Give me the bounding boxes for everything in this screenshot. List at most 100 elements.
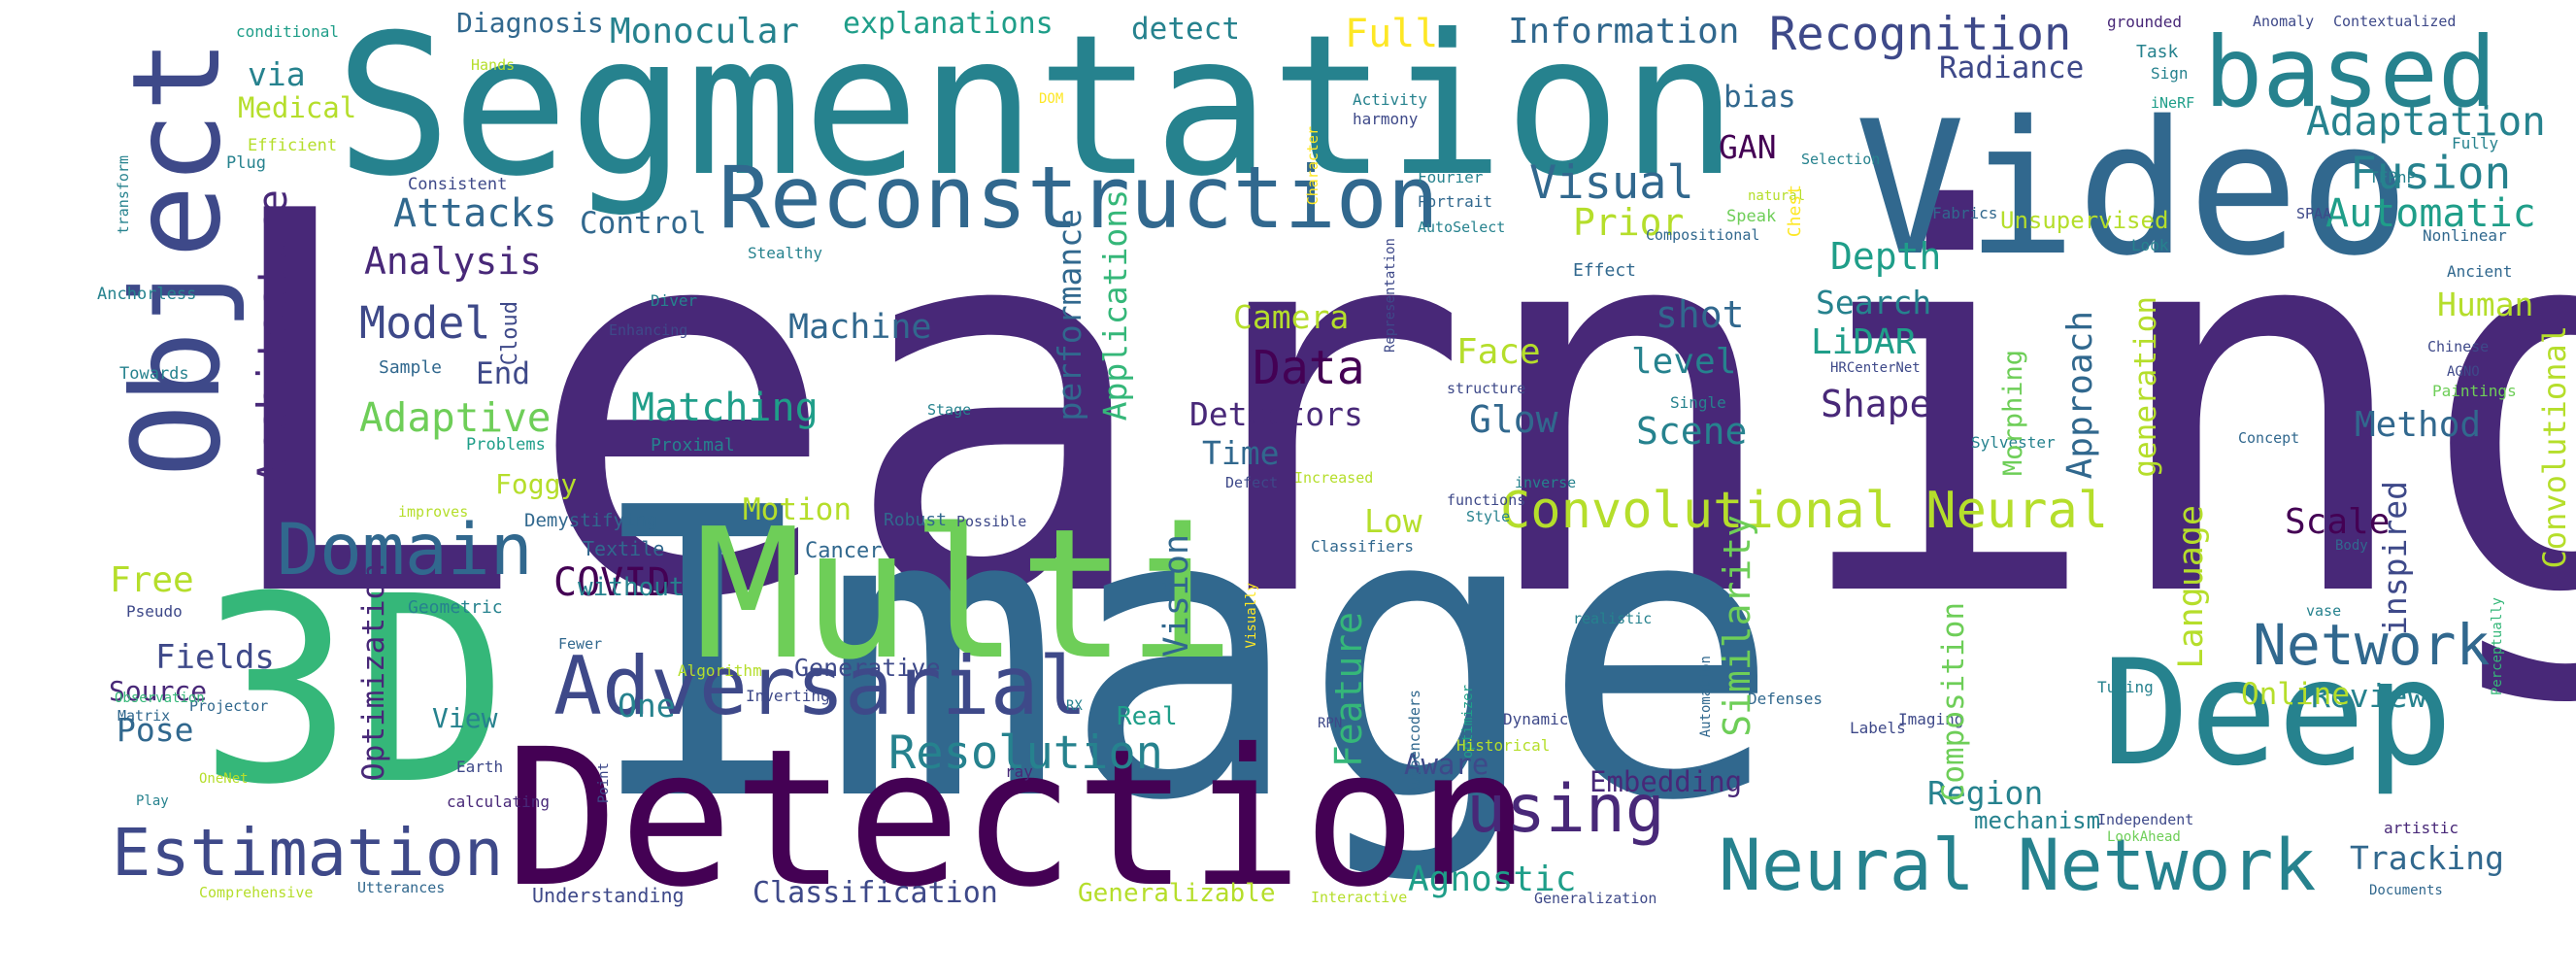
word-one: One (618, 687, 676, 725)
word-full: Full (1345, 12, 1439, 56)
word-fourier: Fourier (1418, 168, 1484, 186)
word-utterances: Utterances (357, 879, 446, 896)
word-scene: Scene (1636, 410, 1748, 453)
word-unsupervised: Unsupervised (2000, 207, 2169, 234)
word-rx: RX (1066, 698, 1083, 714)
word-documents: Documents (2369, 883, 2443, 898)
word-explanations: explanations (843, 7, 1054, 41)
word-hands: Hands (471, 56, 516, 74)
word-optimization: Optimization (356, 563, 391, 781)
word-composition: Composition (1936, 602, 1971, 802)
word-look: Look (2131, 236, 2169, 254)
word-problems: Problems (466, 435, 546, 455)
word-online: Online (2241, 677, 2350, 712)
word-understanding: Understanding (532, 884, 685, 907)
word-classification: Classification (753, 876, 998, 910)
word-end: End (476, 356, 530, 391)
word-architecture: Architecture (249, 189, 296, 485)
word-mechanism: mechanism (1974, 807, 2101, 834)
word-pseudo: Pseudo (126, 602, 183, 621)
word-cloud: Cloud (498, 301, 522, 366)
word-time: Time (1202, 434, 1280, 472)
word-inverting: Inverting (746, 687, 830, 705)
word-generalization: Generalization (1534, 890, 1657, 907)
word-dom: DOM (1039, 91, 1064, 107)
word-visual: Visual (1529, 156, 1694, 210)
word-approach: Approach (2060, 311, 2100, 480)
word-selection: Selection (1801, 151, 1881, 168)
word-paintings: Paintings (2432, 382, 2517, 400)
word-automatic: Automatic (2325, 191, 2536, 236)
word-review: Review (2311, 677, 2427, 715)
word-fields: Fields (155, 638, 275, 677)
word-demystifying: Demystifying (524, 510, 658, 531)
word-prior: Prior (1573, 201, 1685, 244)
word-convolutional-neural: Convolutional Neural (1500, 482, 2109, 540)
word-sylvester: Sylvester (1971, 433, 2056, 452)
word-autoencoders: Autoencoders (1406, 690, 1423, 795)
word-textile: Textile (583, 537, 665, 560)
word-sign: Sign (2151, 64, 2189, 83)
word-task: Task (2136, 42, 2179, 62)
word-generation: generation (2128, 296, 2163, 478)
word-chinese: Chinese (2427, 338, 2490, 355)
word-structure: structure (1447, 380, 1526, 397)
word-domain: Domain (277, 509, 533, 591)
word-matrix: Matrix (117, 707, 171, 725)
word-anchorless: Anchorless (97, 285, 197, 304)
word-control: Control (580, 206, 707, 241)
word-perceptually: Perceptually (2490, 597, 2505, 696)
word-pose: Pose (117, 711, 194, 749)
word-character: Character (1304, 126, 1321, 206)
word-generative: Generative (794, 654, 941, 682)
word-agno: AGNO (2447, 364, 2480, 380)
word-detectors: Detectors (1189, 395, 1363, 433)
word-interactive: Interactive (1311, 889, 1408, 906)
word-transform: transform (115, 155, 132, 235)
word-speak: Speak (1726, 207, 1777, 226)
word-single: Single (1670, 393, 1726, 412)
word-camera: Camera (1233, 298, 1350, 336)
word-projector: Projector (189, 697, 269, 715)
word-compositional: Compositional (1646, 226, 1760, 244)
word-network: Network (2253, 612, 2491, 678)
word-tuning: Tuning (2097, 678, 2154, 696)
word-level: level (1631, 342, 1737, 382)
word-hrcenternet: HRCenterNet (1830, 360, 1921, 376)
word-glow: Glow (1469, 398, 1558, 441)
word-3d: 3D (199, 542, 510, 841)
word-observation: Observation (115, 691, 205, 706)
word-medical: Medical (238, 91, 357, 124)
word-human: Human (2437, 286, 2534, 323)
word-ancient: Ancient (2447, 262, 2513, 281)
word-monocular: Monocular (610, 12, 800, 51)
word-adversarial: Adversarial (553, 639, 1087, 733)
word-detect: detect (1131, 12, 1240, 47)
word-comprehensive: Comprehensive (199, 884, 314, 901)
word-source: Source (109, 675, 208, 707)
word-view: View (432, 702, 498, 734)
word-object: Object (107, 39, 248, 478)
word-imaging: Imaging (1898, 710, 1964, 728)
word-applications: Applications (1096, 189, 1134, 422)
word-adaptive: Adaptive (359, 394, 552, 441)
word-data: Data (1253, 341, 1365, 395)
word-fully: Fully (2452, 134, 2499, 152)
word-artistic: artistic (2384, 819, 2459, 837)
word-natural: natural (1748, 188, 1806, 204)
word-stage: Stage (927, 401, 972, 419)
word-based: based (2204, 16, 2497, 129)
word-vision: Vision (1157, 534, 1196, 658)
word-real: Real (1117, 702, 1178, 731)
word-inerf: iNeRF (2151, 94, 2195, 112)
word-rpn: RPN (1318, 716, 1343, 731)
word-lidar: LiDAR (1811, 322, 1917, 362)
word-contextualized: Contextualized (2333, 13, 2457, 30)
word-depth: Depth (1830, 235, 1942, 278)
word-face: Face (1456, 332, 1541, 372)
word-shot: shot (1656, 293, 1745, 336)
word-recognition: Recognition (1769, 8, 2072, 61)
word-grounded: grounded (2107, 13, 2183, 31)
word-without: without (578, 573, 685, 602)
word-automation: Automation (1698, 656, 1714, 738)
